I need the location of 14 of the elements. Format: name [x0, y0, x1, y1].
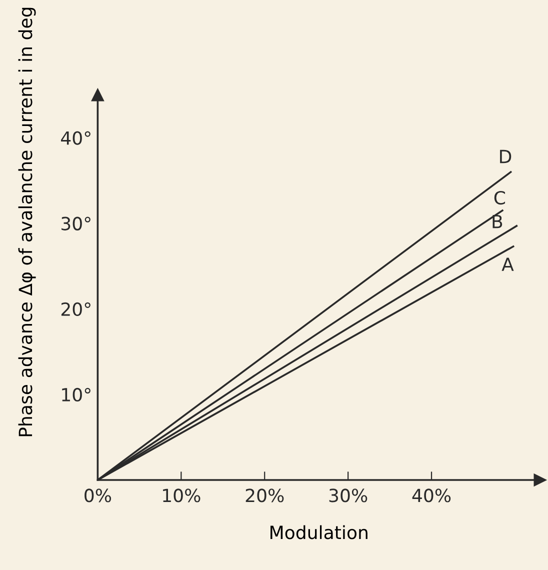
- x-tick-label: 0%: [84, 488, 112, 502]
- y-axis-title: Phase advance Δφ of avalanche current i in deg: [18, 8, 36, 436]
- x-axis-title: Modulation: [270, 525, 368, 540]
- x-tick-label: 20%: [246, 488, 284, 502]
- x-tick-label: 40%: [412, 488, 451, 502]
- series-label: A: [502, 258, 514, 271]
- y-tick-label: 40°: [61, 131, 90, 145]
- series-label: D: [500, 150, 512, 164]
- y-tick-label: 10°: [62, 388, 90, 402]
- series-label: C: [494, 190, 505, 205]
- x-tick-label: 10%: [163, 488, 200, 502]
- y-tick-label: 20°: [61, 302, 90, 316]
- x-tick-label: 30%: [329, 488, 368, 502]
- y-tick-label: 30°: [62, 216, 90, 230]
